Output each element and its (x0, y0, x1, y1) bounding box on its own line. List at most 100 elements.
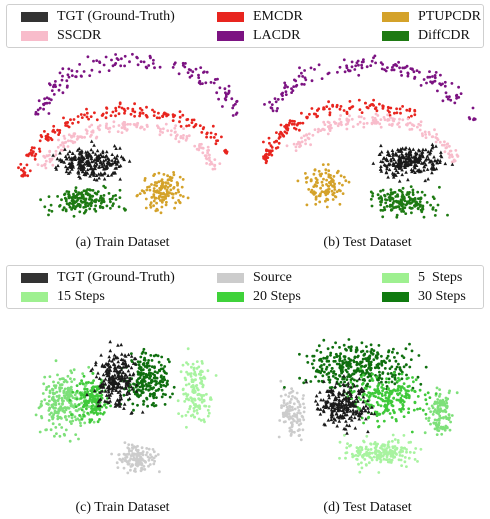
scatter-point (327, 393, 331, 397)
scatter-point (145, 447, 149, 450)
scatter-point (114, 198, 118, 201)
scatter-point (47, 213, 50, 217)
scatter-point (185, 124, 189, 128)
scatter-point (365, 121, 369, 125)
scatter-point (104, 186, 107, 190)
scatter-point (179, 136, 183, 140)
scatter-point (40, 404, 43, 407)
scatter-point (63, 147, 67, 151)
scatter-point (136, 122, 140, 125)
scatter-point (402, 206, 405, 209)
scatter-point (398, 454, 402, 457)
scatter-point (384, 361, 387, 364)
scatter-point (85, 132, 89, 135)
scatter-point (234, 102, 237, 106)
scatter-point (305, 180, 308, 184)
scatter-point (93, 408, 97, 412)
scatter-point (397, 166, 402, 170)
scatter-point (148, 377, 151, 380)
scatter-point (446, 213, 449, 217)
scatter-point (321, 163, 325, 166)
scatter-point (78, 414, 81, 417)
scatter-point (398, 117, 401, 121)
scatter-point (355, 61, 359, 65)
scatter-point (92, 143, 96, 147)
scatter-point (394, 367, 398, 371)
scatter-point (43, 205, 47, 209)
scatter-point (79, 74, 83, 78)
scatter-point (224, 91, 227, 95)
scatter-point (329, 183, 333, 187)
scatter-point (87, 401, 90, 405)
scatter-point (51, 130, 55, 133)
scatter-point (415, 69, 419, 72)
scatter-point (153, 375, 157, 379)
scatter-point (435, 161, 440, 165)
scatter-point (361, 400, 365, 404)
series-source (277, 379, 306, 442)
scatter-point (287, 412, 291, 416)
scatter-point (432, 410, 436, 413)
scatter-point (309, 380, 313, 383)
scatter-point (157, 126, 160, 130)
scatter-point (81, 163, 85, 168)
scatter-point (154, 190, 158, 194)
scatter-point (49, 203, 53, 207)
scatter-point (436, 89, 439, 93)
scatter-point (407, 159, 411, 163)
scatter-point (151, 108, 154, 112)
scatter-point (418, 70, 421, 74)
scatter-point (47, 195, 51, 199)
scatter-point (368, 364, 371, 368)
scatter-point (375, 109, 379, 113)
scatter-point (61, 148, 65, 152)
scatter-point (112, 144, 117, 148)
scatter-point (38, 106, 42, 110)
scatter-point (333, 182, 336, 186)
scatter-point (152, 396, 156, 400)
scatter-point (120, 57, 123, 61)
scatter-point (345, 363, 349, 366)
scatter-point (402, 415, 406, 418)
scatter-point (111, 357, 116, 361)
scatter-point (108, 386, 112, 391)
scatter-point (196, 411, 199, 415)
scatter-point (114, 114, 117, 118)
scatter-point (418, 128, 422, 132)
scatter-point (285, 413, 289, 417)
scatter-point (186, 410, 190, 414)
scatter-point (438, 160, 442, 164)
scatter-point (151, 448, 155, 451)
scatter-point (112, 170, 116, 175)
scatter-point (412, 155, 416, 159)
scatter-point (125, 455, 129, 459)
scatter-point (296, 406, 300, 409)
scatter-point (367, 366, 370, 370)
scatter-point (78, 150, 82, 154)
scatter-point (366, 406, 370, 410)
scatter-point (339, 352, 342, 356)
scatter-point (339, 174, 343, 178)
scatter-point (89, 159, 94, 164)
scatter-point (319, 129, 323, 132)
scatter-point (286, 85, 289, 89)
scatter-point (355, 368, 358, 372)
scatter-point (88, 207, 92, 211)
scatter-point (70, 160, 74, 164)
scatter-point (23, 173, 27, 177)
scatter-point (299, 438, 303, 442)
scatter-point (340, 405, 344, 409)
scatter-point (336, 408, 340, 413)
scatter-point (115, 57, 119, 60)
scatter-point (274, 139, 278, 143)
scatter-point (408, 450, 412, 454)
scatter-point (67, 414, 71, 418)
scatter-point (217, 97, 221, 101)
scatter-point (139, 355, 143, 359)
scatter-point (82, 374, 86, 378)
scatter-point (388, 123, 391, 126)
scatter-point (100, 364, 105, 368)
scatter-point (384, 396, 388, 400)
scatter-point (375, 414, 379, 417)
scatter-point (332, 184, 336, 188)
